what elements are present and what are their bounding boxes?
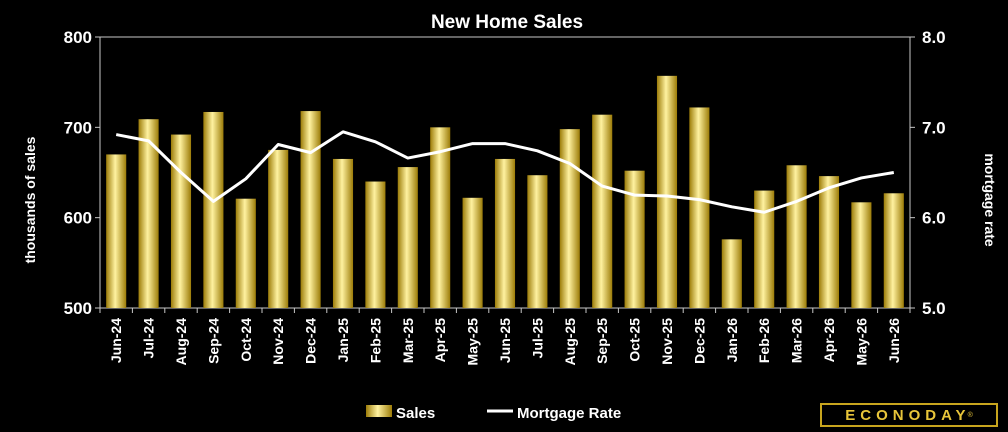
x-tick-label: Dec-24 (303, 318, 319, 364)
bar-sales (332, 158, 354, 308)
bar-sales (300, 111, 321, 308)
y-tick-label: 600 (64, 209, 92, 228)
logo-mark: ® (967, 411, 973, 419)
bar-sales (883, 193, 904, 308)
chart-title: New Home Sales (431, 12, 583, 33)
bar-sales (106, 154, 127, 308)
y-axis-right-label: mortgage rate (982, 153, 998, 247)
bar-sales (203, 111, 224, 308)
y-right-tick-label: 6.0 (922, 209, 946, 228)
bar-sales (170, 134, 192, 308)
x-tick-label: Jan-25 (335, 318, 351, 363)
bar-sales (656, 75, 678, 309)
x-tick-label: Sep-25 (594, 318, 610, 364)
x-tick-label: May-25 (465, 318, 481, 366)
line-mortgage-rate (115, 130, 895, 214)
bar-sales (365, 181, 386, 308)
x-tick-label: Oct-24 (238, 318, 254, 362)
bar-sales (397, 167, 418, 308)
logo-text: ECONODAY (845, 406, 971, 424)
econoday-logo: ECONODAY ® (820, 403, 998, 427)
x-tick-label: Jul-24 (141, 318, 157, 359)
y-axis-label: thousands of sales (22, 136, 38, 263)
bar-sales (268, 149, 289, 308)
x-tick-label: Aug-25 (562, 318, 578, 366)
x-tick-label: Aug-24 (173, 318, 189, 366)
y-tick-label: 500 (64, 299, 92, 318)
bar-sales (754, 190, 775, 308)
y-right-tick-label: 7.0 (922, 118, 946, 137)
x-tick-label: Jun-25 (497, 318, 513, 363)
bar-sales (138, 119, 159, 308)
bar-sales (851, 202, 872, 308)
y-tick-label: 800 (64, 28, 92, 47)
x-tick-label: Jun-24 (108, 318, 124, 363)
x-tick-label: Apr-25 (432, 318, 448, 363)
x-tick-label: Oct-25 (627, 318, 643, 362)
bar-sales (786, 165, 807, 308)
bar-sales (624, 170, 645, 308)
bar-sales (818, 176, 840, 308)
x-tick-label: Jun-26 (886, 318, 902, 363)
x-tick-label: Jul-25 (529, 318, 545, 359)
x-tick-label: Feb-26 (756, 318, 772, 363)
x-tick-label: Mar-25 (400, 318, 416, 363)
bar-sales (721, 239, 742, 308)
bar-sales (235, 198, 256, 308)
x-tick-label: Nov-24 (270, 318, 286, 365)
legend: Sales Mortgage Rate (366, 405, 621, 422)
x-tick-label: Sep-24 (205, 318, 221, 364)
x-tick-label: Dec-25 (691, 318, 707, 364)
x-tick-label: Mar-26 (789, 318, 805, 363)
x-tick-label: Nov-25 (659, 318, 675, 365)
y-right-tick-label: 8.0 (922, 28, 946, 47)
x-tick-label: Jan-26 (724, 318, 740, 363)
legend-label-mortgage-rate: Mortgage Rate (517, 405, 621, 422)
x-tick-label: Apr-26 (821, 318, 837, 363)
bar-sales (494, 158, 516, 308)
bar-sales (462, 197, 483, 308)
bar-sales (527, 175, 548, 308)
legend-label-sales: Sales (396, 405, 435, 422)
legend-swatch-sales (366, 405, 392, 417)
y-tick-label: 700 (64, 118, 92, 137)
bar-sales (689, 107, 710, 309)
y-right-tick-label: 5.0 (922, 299, 946, 318)
bar-sales (430, 127, 451, 308)
bar-sales (592, 114, 613, 308)
bar-sales (559, 129, 580, 308)
x-tick-label: Feb-25 (367, 318, 383, 363)
x-tick-label: May-26 (853, 318, 869, 366)
